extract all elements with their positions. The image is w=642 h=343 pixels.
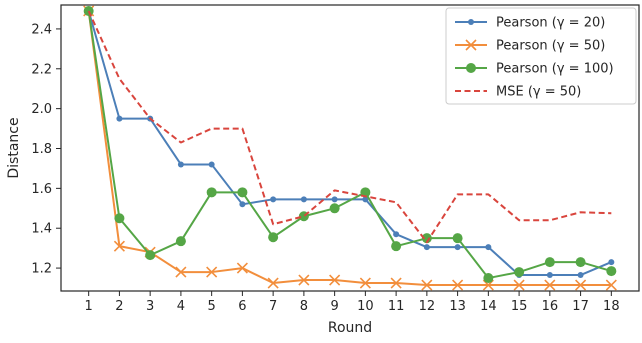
legend-label: Pearson (γ = 100) xyxy=(496,62,614,77)
x-tick-label: 18 xyxy=(603,299,620,314)
series-4 xyxy=(87,10,612,244)
data-point xyxy=(544,257,555,268)
data-point xyxy=(391,241,402,252)
x-tick-label: 7 xyxy=(269,299,277,314)
data-point xyxy=(145,250,156,261)
y-tick-label: 1.8 xyxy=(31,142,52,157)
x-tick-label: 16 xyxy=(542,299,559,314)
data-point xyxy=(485,244,492,251)
data-point xyxy=(390,277,402,289)
series-line xyxy=(87,10,612,287)
data-point xyxy=(239,201,246,208)
series-line xyxy=(87,10,612,280)
data-point xyxy=(270,196,277,203)
data-point xyxy=(452,279,464,291)
data-point xyxy=(331,196,338,203)
legend-label: Pearson (γ = 50) xyxy=(496,39,605,54)
y-tick-label: 1.6 xyxy=(31,182,52,197)
data-point xyxy=(606,266,617,277)
data-point xyxy=(329,274,341,286)
data-point xyxy=(116,115,123,122)
data-point xyxy=(362,196,369,203)
data-point xyxy=(577,272,584,279)
legend-marker xyxy=(468,19,474,25)
data-point xyxy=(359,277,371,289)
legend-box xyxy=(445,7,637,105)
data-point xyxy=(423,244,430,251)
x-tick-label: 9 xyxy=(330,299,338,314)
data-point xyxy=(483,273,494,284)
legend-item: Pearson (γ = 100) xyxy=(455,62,614,77)
data-point xyxy=(452,233,463,244)
data-point xyxy=(114,213,125,224)
data-point xyxy=(513,279,525,291)
data-point xyxy=(268,232,279,243)
data-point xyxy=(206,187,217,198)
y-axis-label: Distance xyxy=(6,117,22,178)
x-tick-label: 10 xyxy=(357,299,374,314)
data-point xyxy=(454,244,461,251)
x-tick-label: 2 xyxy=(115,299,123,314)
x-tick-label: 5 xyxy=(208,299,216,314)
data-point xyxy=(175,236,186,247)
x-tick-label: 15 xyxy=(511,299,528,314)
data-point xyxy=(83,5,94,16)
data-point xyxy=(546,272,553,279)
legend-label: Pearson (γ = 20) xyxy=(496,16,605,31)
data-point xyxy=(608,259,615,266)
data-point xyxy=(298,274,310,286)
data-point xyxy=(329,203,340,214)
data-point xyxy=(237,187,248,198)
x-tick-label: 8 xyxy=(300,299,308,314)
legend-item: Pearson (γ = 20) xyxy=(455,16,605,31)
x-tick-label: 6 xyxy=(238,299,246,314)
legend-label: MSE (γ = 50) xyxy=(496,85,581,100)
data-point xyxy=(175,266,187,278)
data-point xyxy=(206,266,218,278)
data-point xyxy=(544,279,556,291)
y-tick-label: 2.2 xyxy=(31,62,52,77)
data-point xyxy=(177,161,184,168)
data-point xyxy=(113,240,125,252)
data-point xyxy=(236,262,248,274)
x-axis-label: Round xyxy=(328,320,372,336)
x-tick-label: 4 xyxy=(177,299,185,314)
data-point xyxy=(393,231,400,238)
data-point xyxy=(421,233,432,244)
data-point xyxy=(514,267,525,278)
series-3 xyxy=(83,5,617,284)
data-point xyxy=(575,257,586,268)
x-tick-label: 12 xyxy=(419,299,436,314)
legend-marker xyxy=(466,63,476,73)
data-point xyxy=(575,279,587,291)
legend: Pearson (γ = 20) Pearson (γ = 50) Pearson … xyxy=(445,7,637,105)
data-point xyxy=(208,161,215,168)
series-line xyxy=(87,10,612,244)
data-point xyxy=(605,279,617,291)
y-tick-label: 1.2 xyxy=(31,262,52,277)
y-tick-label: 2.4 xyxy=(31,22,52,37)
x-tick-label: 1 xyxy=(85,299,93,314)
y-tick-label: 2.0 xyxy=(31,102,52,117)
data-point xyxy=(267,277,279,289)
x-tick-label: 11 xyxy=(388,299,405,314)
y-tick-label: 1.4 xyxy=(31,222,52,237)
legend-marker xyxy=(465,39,477,51)
x-tick-label: 3 xyxy=(146,299,154,314)
legend-item: MSE (γ = 50) xyxy=(455,85,581,100)
legend-item: Pearson (γ = 50) xyxy=(455,39,605,54)
x-tick-label: 13 xyxy=(449,299,466,314)
x-tick-label: 14 xyxy=(480,299,497,314)
data-point xyxy=(300,196,307,203)
x-tick-label: 17 xyxy=(572,299,589,314)
data-point xyxy=(421,279,433,291)
